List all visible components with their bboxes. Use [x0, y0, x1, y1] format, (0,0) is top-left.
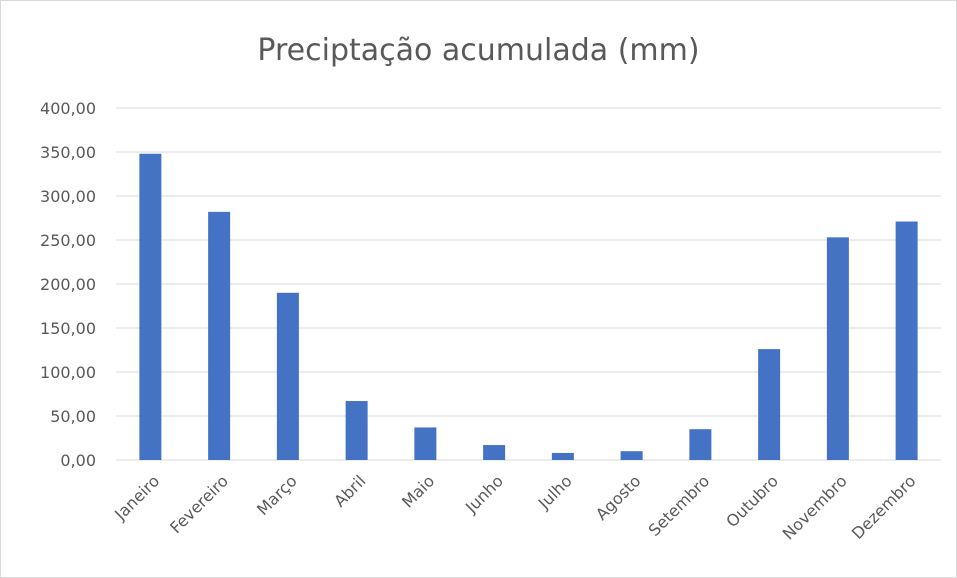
bar-setembro [689, 429, 712, 460]
x-tick-label: Junho [461, 471, 507, 517]
bar-julho [551, 452, 574, 460]
y-tick-label: 150,00 [40, 319, 96, 338]
x-tick-label: Dezembro [848, 471, 920, 543]
y-tick-label: 250,00 [40, 231, 96, 250]
x-tick-label: Agosto [592, 471, 645, 524]
bar-outubro [758, 349, 781, 460]
bar-maio [414, 427, 437, 460]
y-tick-label: 400,00 [40, 99, 96, 118]
x-tick-label: Janeiro [110, 471, 163, 524]
y-tick-label: 300,00 [40, 187, 96, 206]
y-tick-label: 0,00 [60, 451, 96, 470]
x-tick-label: Outubro [722, 471, 782, 531]
y-tick-label: 200,00 [40, 275, 96, 294]
x-tick-label: Março [253, 471, 301, 519]
x-tick-label: Maio [398, 471, 438, 511]
bar-fevereiro [208, 211, 231, 460]
y-tick-label: 350,00 [40, 143, 96, 162]
bar-janeiro [139, 153, 162, 460]
bar-agosto [620, 451, 643, 460]
x-tick-label: Abril [330, 471, 369, 510]
bar-março [276, 292, 299, 460]
x-tick-label: Julho [534, 471, 576, 513]
bar-junho [483, 445, 506, 460]
bar-dezembro [895, 221, 918, 460]
x-tick-label: Setembro [645, 471, 714, 540]
y-tick-label: 50,00 [50, 407, 96, 426]
chart-title: Preciptação acumulada (mm) [257, 33, 700, 68]
bar-abril [345, 401, 368, 460]
y-tick-label: 100,00 [40, 363, 96, 382]
x-tick-label: Fevereiro [166, 471, 232, 537]
bar-novembro [826, 237, 849, 460]
x-tick-label: Novembro [779, 471, 851, 543]
